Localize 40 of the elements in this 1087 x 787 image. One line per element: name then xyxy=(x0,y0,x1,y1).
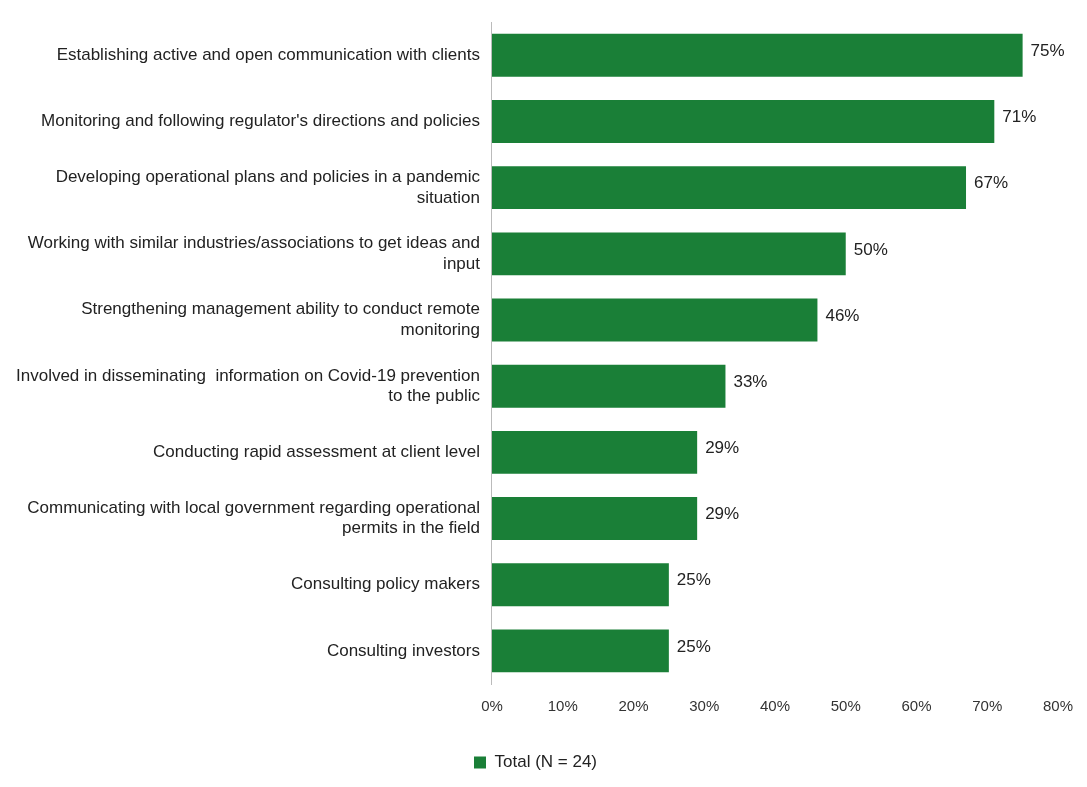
x-tick-label: 40% xyxy=(759,697,790,715)
bar xyxy=(491,364,726,408)
bar xyxy=(491,629,669,673)
y-tick-label: Communicating with local government regarding operational permits in the field xyxy=(27,498,480,538)
data-label: 71% xyxy=(1002,107,1037,127)
y-tick-label: Consulting policy makers xyxy=(291,574,480,594)
data-label: 25% xyxy=(676,636,711,656)
x-tick-label: 20% xyxy=(618,697,649,715)
y-tick-label: Working with similar industries/associations to get ideas and input xyxy=(27,233,481,273)
data-label: 75% xyxy=(1030,40,1065,60)
x-tick-label: 30% xyxy=(689,697,720,715)
bar xyxy=(491,298,818,342)
bar xyxy=(491,430,698,474)
bar xyxy=(491,100,995,143)
y-tick-label: Consulting investors xyxy=(326,640,480,660)
y-tick-label: Involved in disseminating information on Covid-19 prevention to the public xyxy=(16,365,481,406)
data-label: 25% xyxy=(676,570,711,590)
data-label: 50% xyxy=(853,239,888,259)
bar xyxy=(491,166,967,210)
data-label: 67% xyxy=(974,173,1009,193)
x-tick-label: 0% xyxy=(481,697,503,715)
x-tick-label: 50% xyxy=(830,697,861,715)
y-tick-label: Conducting rapid assessment at client level xyxy=(153,442,480,462)
y-tick-label: Developing operational plans and policies in a pandemic situation xyxy=(55,167,481,207)
y-tick-label: Establishing active and open communication with clients xyxy=(56,44,480,64)
x-tick-label: 60% xyxy=(901,697,932,715)
bar xyxy=(491,563,669,607)
x-tick-label: 70% xyxy=(972,697,1003,715)
bar xyxy=(491,497,698,540)
x-tick-label: 10% xyxy=(547,697,578,715)
bar xyxy=(491,33,1023,77)
data-label: 29% xyxy=(705,438,740,458)
y-tick-label: Monitoring and following regulator's directions and policies xyxy=(41,111,480,131)
data-label: 33% xyxy=(733,371,768,391)
data-label: 46% xyxy=(825,305,860,325)
data-label: 29% xyxy=(705,504,740,524)
y-tick-label: Strengthening management ability to conduct remote monitoring xyxy=(81,299,480,339)
x-tick-label: 80% xyxy=(1042,697,1073,715)
bar xyxy=(491,232,846,276)
legend-label: Total (N = 24) xyxy=(494,752,598,772)
